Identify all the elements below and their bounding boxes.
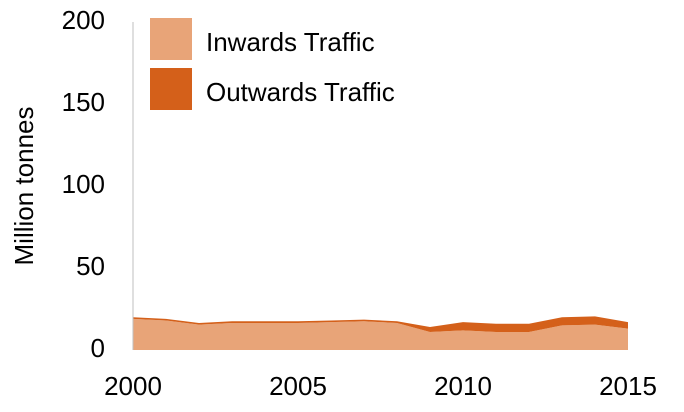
x-tick-label: 2005 [269,371,327,401]
x-tick-label: 2015 [599,371,657,401]
legend-swatch [150,18,192,60]
legend-label: Outwards Traffic [206,77,395,107]
area [133,316,628,332]
y-tick-label: 50 [76,251,105,281]
y-axis-label: Million tonnes [9,107,39,266]
legend-label: Inwards Traffic [206,27,375,57]
y-tick-label: 150 [62,87,105,117]
y-tick-label: 100 [62,169,105,199]
y-tick-label: 0 [91,333,105,363]
y-tick-label: 200 [62,5,105,35]
x-tick-label: 2010 [434,371,492,401]
area [133,318,628,350]
legend-swatch [150,68,192,110]
x-tick-label: 2000 [104,371,162,401]
